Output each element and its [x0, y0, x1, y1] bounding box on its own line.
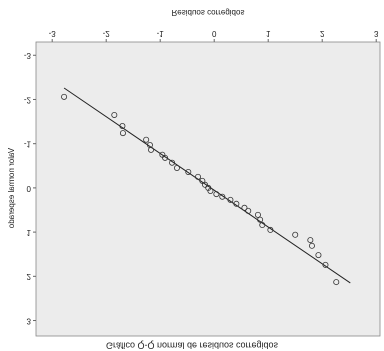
- y-axis-label: Valor normal esperado: [7, 148, 16, 229]
- point: [254, 211, 261, 218]
- point: [143, 136, 150, 143]
- point: [307, 237, 314, 244]
- flipped-chart: Gráfico Q-Q normal de residuos corregido…: [7, 8, 381, 351]
- y-tick-label: 0: [27, 184, 32, 193]
- x-tick-label: 0: [212, 29, 217, 38]
- point: [227, 196, 234, 203]
- x-tick-label: 1: [266, 29, 271, 38]
- point: [219, 193, 226, 200]
- y-tick-label: -1: [24, 140, 32, 149]
- y-tick-label: 3: [27, 316, 32, 325]
- point: [308, 242, 315, 249]
- point: [333, 279, 340, 286]
- point: [119, 123, 126, 130]
- point: [213, 191, 220, 198]
- point: [119, 130, 126, 137]
- x-axis-label: Residuos corregidos: [172, 8, 245, 17]
- point: [195, 173, 202, 180]
- point: [292, 231, 299, 238]
- point: [322, 261, 329, 268]
- point: [257, 216, 264, 223]
- y-tick-label: 1: [27, 228, 32, 237]
- x-tick-label: -1: [157, 29, 165, 38]
- x-tick-label: 2: [320, 29, 325, 38]
- point: [169, 159, 176, 166]
- x-tick-label: 3: [374, 29, 379, 38]
- chart-title: Gráfico Q-Q normal de residuos corregido…: [106, 341, 279, 351]
- point: [241, 204, 248, 211]
- point: [185, 168, 192, 175]
- point: [202, 181, 209, 188]
- point: [267, 226, 274, 233]
- point: [61, 93, 68, 100]
- point: [199, 177, 206, 184]
- point: [111, 111, 118, 118]
- point: [205, 184, 212, 191]
- point: [207, 187, 214, 194]
- point: [315, 252, 322, 259]
- y-tick-label: -2: [24, 95, 32, 104]
- y-tick-label: 2: [27, 272, 32, 281]
- y-tick-label: -3: [24, 51, 32, 60]
- point: [173, 165, 180, 172]
- point: [162, 154, 169, 161]
- point: [233, 200, 240, 207]
- point: [245, 207, 252, 214]
- x-tick-label: -2: [103, 29, 111, 38]
- point: [148, 146, 155, 153]
- point: [259, 222, 266, 229]
- plot-area: [35, 41, 381, 337]
- x-tick-label: -3: [49, 29, 57, 38]
